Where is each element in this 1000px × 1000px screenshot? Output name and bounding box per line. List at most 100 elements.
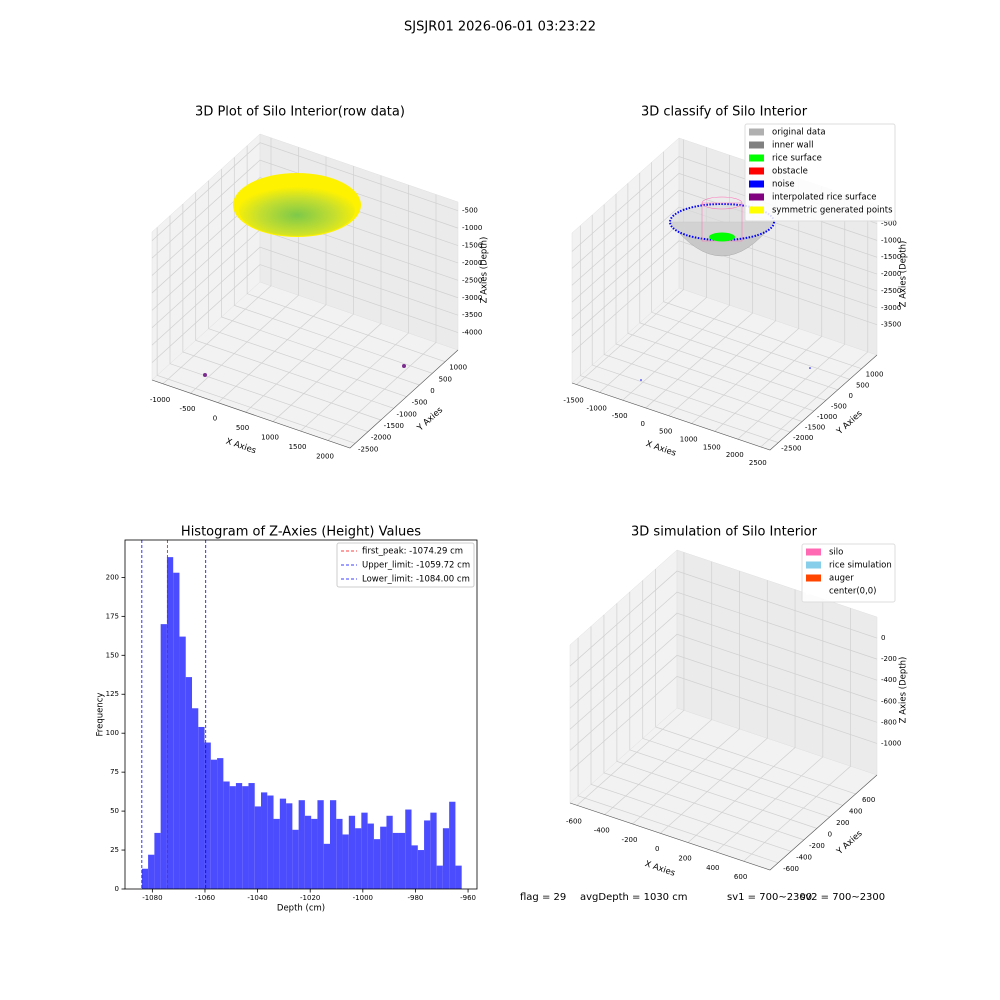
y-tick-label: 200	[106, 573, 119, 581]
y-axis-label: Y Axies	[415, 405, 446, 434]
grid-line	[615, 193, 815, 412]
bar	[417, 850, 425, 889]
legend-label: Upper_limit: -1059.72 cm	[362, 561, 470, 571]
axis-line	[151, 349, 459, 449]
legend-swatch	[749, 180, 764, 188]
legend-swatch	[806, 561, 821, 569]
grid-line	[603, 204, 803, 422]
grid-line	[569, 654, 878, 751]
y-tick-label: -1500	[805, 424, 825, 432]
grid-line	[603, 614, 805, 841]
x-tick-label: 1500	[703, 443, 721, 451]
x-tick-label: 0	[640, 420, 644, 428]
x-tick-label: 1000	[261, 434, 279, 442]
grid-line	[590, 626, 792, 852]
grid-line	[221, 169, 420, 386]
legend-label: obstacle	[772, 167, 808, 177]
bar	[279, 798, 287, 889]
y-tick-label: 600	[862, 796, 875, 804]
grid-line	[639, 172, 838, 391]
bar	[449, 801, 456, 889]
y-tick-label: -2500	[781, 445, 801, 453]
bowl-surface	[239, 184, 355, 236]
legend-box	[801, 543, 896, 603]
bar	[342, 834, 349, 889]
bar	[298, 800, 305, 889]
z-tick-label: -3000	[881, 304, 901, 312]
plot-frame	[124, 539, 478, 890]
z-tick-label: -2500	[462, 276, 482, 284]
x-tick-label: 600	[734, 873, 747, 881]
x-tick-label: 400	[706, 864, 719, 872]
legend-swatch	[806, 574, 821, 582]
grid-line	[151, 246, 459, 346]
bar	[204, 742, 211, 889]
x-axis-label: X Axies	[224, 437, 257, 457]
y-tick-label: -500	[412, 399, 428, 407]
bar	[160, 624, 167, 889]
grid-line	[660, 580, 768, 834]
y-axis-label: Y Axies	[834, 408, 865, 437]
rice-surface	[709, 232, 735, 242]
grid-line	[642, 580, 843, 806]
z-tick-label: -3500	[881, 321, 901, 329]
chart-title: 3D simulation of Silo Interior	[631, 525, 818, 540]
y-tick-label: 125	[106, 690, 119, 698]
grid-line	[616, 603, 817, 829]
bar	[329, 800, 337, 889]
y-tick-label: 0	[430, 387, 434, 395]
legend-label: inner wall	[772, 141, 813, 151]
chart-title: 3D Plot of Silo Interior(row data)	[195, 105, 405, 120]
bar	[198, 726, 205, 889]
bar	[248, 783, 255, 889]
grid-line	[327, 194, 437, 441]
bar	[367, 823, 374, 889]
y-tick-label: 500	[439, 375, 452, 383]
y-tick-label: -1500	[384, 422, 404, 430]
x-tick-label: -1080	[142, 894, 162, 902]
z-axis-label: Z Axies (Depth)	[899, 657, 909, 724]
x-tick-label: 0	[213, 415, 217, 423]
z-tick-label: -2000	[881, 270, 901, 278]
inner-cylinder	[701, 196, 743, 210]
x-tick-label: -1500	[563, 397, 583, 405]
z-tick-label: -1000	[462, 224, 482, 232]
grid-line	[151, 142, 459, 241]
bar	[292, 829, 299, 889]
z-tick-label: -600	[881, 697, 897, 705]
point	[402, 364, 406, 368]
bar	[229, 786, 236, 889]
y-tick-label: -600	[783, 865, 799, 873]
grid-line	[687, 589, 796, 843]
grid-line	[151, 264, 459, 363]
bar	[411, 845, 418, 889]
y-tick-label: -1000	[397, 410, 417, 418]
grid-line	[604, 561, 713, 815]
z-tick-label: -3000	[462, 294, 482, 302]
z-tick-label: -1500	[881, 253, 901, 261]
z-tick-label: -200	[881, 655, 897, 663]
grid-line	[627, 183, 826, 401]
z-tick-label: -1000	[881, 739, 901, 747]
x-tick-label: -1000	[586, 404, 606, 412]
bar	[405, 809, 412, 889]
suptitle: SJSJR01 2026-06-01 03:23:22	[404, 20, 596, 35]
bar	[424, 820, 431, 889]
x-tick-label: -1060	[195, 894, 215, 902]
bar	[373, 839, 381, 889]
bar	[436, 865, 443, 889]
y-tick-label: 200	[836, 819, 849, 827]
y-tick-label: 175	[106, 612, 119, 620]
grid-line	[579, 225, 779, 443]
z-tick-label: -800	[881, 718, 897, 726]
chart-title: Histogram of Z-Axies (Height) Values	[181, 525, 421, 540]
bar	[430, 812, 437, 889]
y-tick-label: 50	[110, 807, 119, 815]
grid-line	[715, 598, 824, 853]
grid-line	[651, 162, 850, 380]
bar	[361, 812, 368, 889]
y-tick-label: 1000	[449, 364, 467, 372]
point	[809, 367, 811, 369]
point	[203, 373, 207, 377]
